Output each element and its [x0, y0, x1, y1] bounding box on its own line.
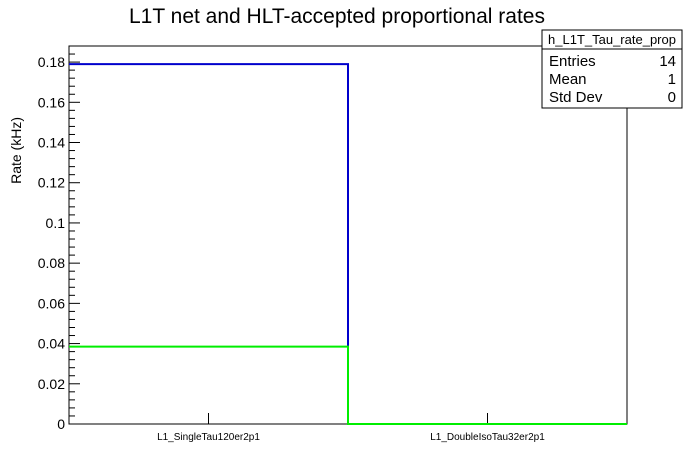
- data-series: [69, 63, 627, 425]
- x-axis: L1_SingleTau120er2p1 L1_DoubleIsoTau32er2…: [157, 413, 545, 443]
- series-0-bin-0: [69, 63, 348, 65]
- stats-box: h_L1T_Tau_rate_prop Entries 14 Mean 1 St…: [541, 29, 683, 109]
- series-1-bin-1: [348, 423, 627, 425]
- stats-box-frame: [541, 29, 683, 109]
- y-tick-label: 0.12: [38, 175, 65, 191]
- stats-mean-label: Mean: [549, 71, 587, 88]
- y-tick-label: 0.1: [46, 215, 66, 231]
- y-axis: 0 0.02 0.04 0.06 0.08 0.1 0.12 0.14 0.16 0.18: [38, 45, 80, 432]
- y-tick-label: 0.06: [38, 295, 65, 311]
- stats-entries-value: 14: [659, 53, 676, 70]
- y-tick-label: 0.14: [38, 135, 65, 151]
- stats-stddev-label: Std Dev: [549, 89, 603, 106]
- series-1-line: [69, 345, 627, 425]
- stats-mean-value: 1: [668, 71, 676, 88]
- stats-entries-label: Entries: [549, 53, 596, 70]
- stats-stddev-value: 0: [668, 89, 676, 106]
- y-tick-label: 0.18: [38, 54, 65, 70]
- y-tick-label: 0.02: [38, 376, 65, 392]
- chart-title: L1T net and HLT-accepted proportional ra…: [129, 5, 545, 28]
- y-axis-label: Rate (kHz): [8, 117, 24, 184]
- series-1-bin-0: [69, 346, 348, 348]
- y-tick-label: 0.04: [38, 336, 65, 352]
- y-tick-label: 0.16: [38, 94, 65, 110]
- stats-box-title: h_L1T_Tau_rate_prop: [548, 32, 676, 47]
- x-tick-label: L1_DoubleIsoTau32er2p1: [430, 432, 545, 443]
- y-tick-label: 0: [57, 416, 65, 432]
- y-tick-label: 0.08: [38, 255, 65, 271]
- x-tick-label: L1_SingleTau120er2p1: [157, 432, 260, 443]
